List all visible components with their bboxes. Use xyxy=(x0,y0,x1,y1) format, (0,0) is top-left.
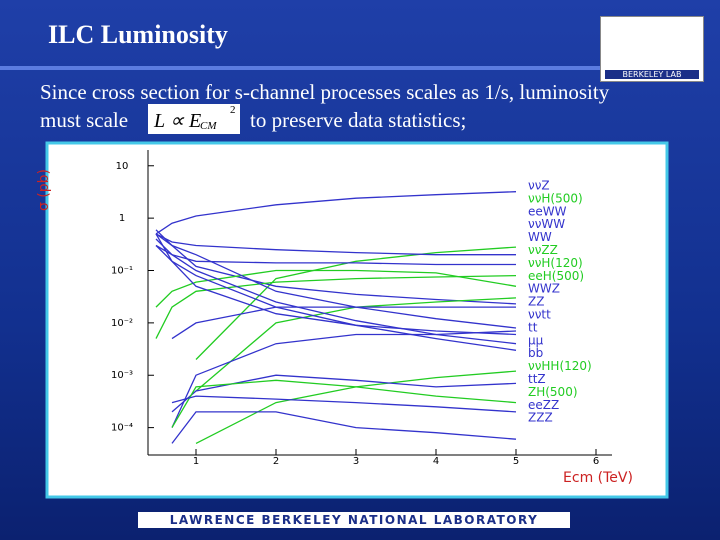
series-line xyxy=(155,274,517,339)
y-tick-label: 10⁻³ xyxy=(111,370,133,381)
series-line xyxy=(195,246,517,360)
body-text: to preserve data statistics; xyxy=(250,108,467,132)
series-line xyxy=(171,395,517,413)
series-line xyxy=(171,379,517,428)
series-line xyxy=(155,233,517,329)
legend-label: eeZZ xyxy=(528,398,559,412)
x-tick-label: 5 xyxy=(513,456,519,467)
x-tick-label: 4 xyxy=(433,456,439,467)
y-tick-label: 10⁻² xyxy=(111,318,133,329)
formula-subscript: CM xyxy=(200,120,217,132)
legend-label: eeWW xyxy=(528,204,567,218)
series-line xyxy=(171,306,516,340)
legend-label: ννH(120) xyxy=(528,256,583,270)
y-tick-label: 10 xyxy=(116,161,129,172)
legend-label: ννWW xyxy=(528,217,565,231)
y-tick-label: 10⁻¹ xyxy=(111,266,133,277)
legend-label: ZZZ xyxy=(528,411,553,425)
series-line xyxy=(171,330,517,428)
x-tick-label: 6 xyxy=(593,456,599,467)
slide-title: ILC Luminosity xyxy=(48,20,228,49)
body-text: must scale xyxy=(40,108,129,132)
footer: LAWRENCE BERKELEY NATIONAL LABORATORY xyxy=(138,512,570,528)
x-axis-label: Ecm (TeV) xyxy=(563,470,633,486)
formula-superscript: 2 xyxy=(230,104,236,116)
legend-label: WW xyxy=(528,230,552,244)
y-tick-label: 1 xyxy=(119,213,125,224)
legend-label: eeH(500) xyxy=(528,269,584,283)
body-text: Since cross section for s-channel proces… xyxy=(40,80,610,104)
legend-label: tt xyxy=(528,320,538,334)
series-line xyxy=(155,191,517,235)
legend-label: ttZ xyxy=(528,372,546,386)
legend-label: ννZZ xyxy=(528,243,558,257)
formula: L ∝ E CM 2 xyxy=(148,104,240,134)
legend-label: ZZ xyxy=(528,295,544,309)
series-line xyxy=(155,269,517,308)
x-tick-label: 1 xyxy=(193,456,199,467)
y-tick-label: 10⁻⁴ xyxy=(111,423,133,434)
y-axis-label: σ (pb) xyxy=(36,169,52,211)
x-tick-label: 3 xyxy=(353,456,359,467)
legend-label: ννZ xyxy=(528,179,550,193)
title-band xyxy=(0,66,600,70)
chart-frame xyxy=(45,141,669,499)
legend-label: μμ xyxy=(528,333,544,347)
formula-main: L ∝ E xyxy=(154,110,202,132)
legend-label: ννHH(120) xyxy=(528,359,592,373)
series-line xyxy=(171,411,517,444)
legend-label: ννtt xyxy=(528,308,551,322)
legend-label: ZH(500) xyxy=(528,385,578,399)
legend-label: WWZ xyxy=(528,282,560,296)
series-line xyxy=(155,238,517,345)
legend-label: ννH(500) xyxy=(528,191,583,205)
series-line xyxy=(155,245,517,351)
x-tick-label: 2 xyxy=(273,456,279,467)
legend-label: bb xyxy=(528,346,543,360)
logo: BERKELEY LAB xyxy=(600,16,704,82)
logo-text: BERKELEY LAB xyxy=(605,70,699,79)
series-line xyxy=(155,233,516,256)
